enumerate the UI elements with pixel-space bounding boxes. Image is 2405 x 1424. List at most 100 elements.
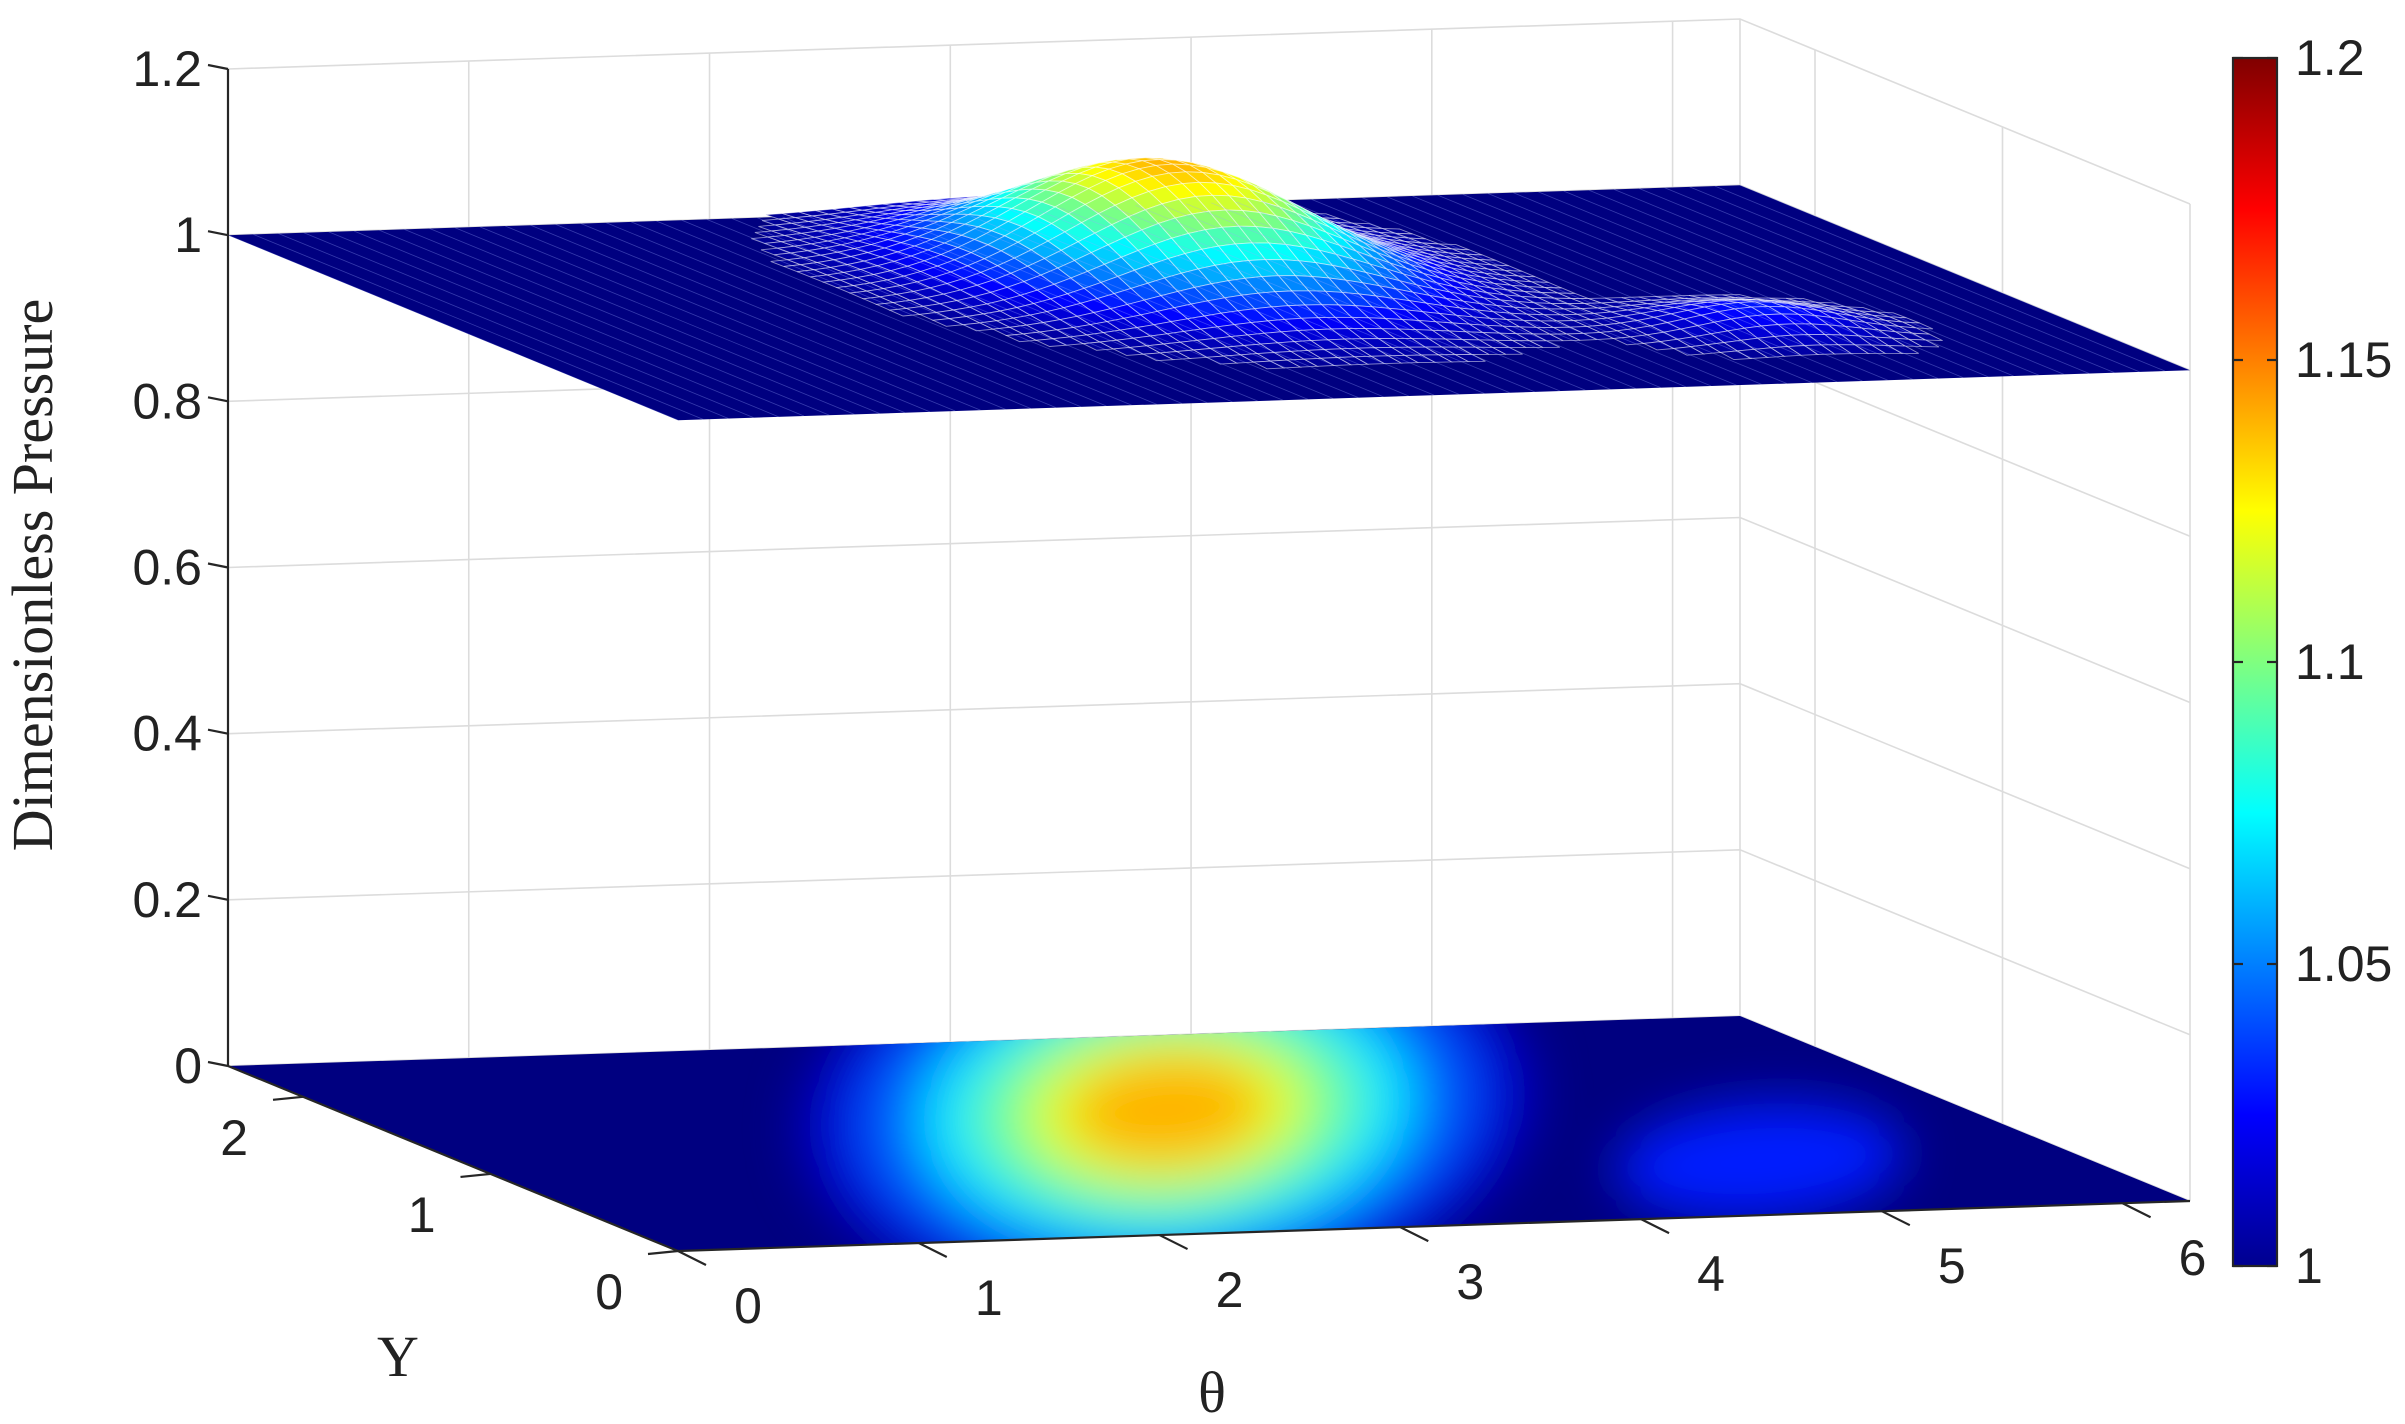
mesh-line — [605, 222, 1057, 409]
z-tick-mark — [207, 728, 229, 735]
surface-cell — [1912, 332, 1943, 342]
mesh-line — [706, 218, 1157, 405]
mesh-line — [1538, 191, 1989, 378]
surface-mesh-lines — [228, 185, 2190, 421]
mesh-line — [1210, 202, 1661, 389]
mesh-line — [505, 225, 956, 412]
mesh-line — [857, 213, 1309, 400]
theta-tick-label: 4 — [1697, 1246, 1725, 1302]
y-tick-mark — [460, 1172, 491, 1179]
mesh-line — [933, 211, 1384, 398]
surface-cell — [1455, 354, 1486, 363]
mesh-line — [1235, 201, 1687, 388]
theta-tick-mark — [1640, 1218, 1670, 1235]
theta-tick-mark — [1881, 1210, 1911, 1227]
z-axis-label: Dimensionless Pressure — [0, 299, 65, 852]
theta-tick-label: 0 — [734, 1278, 762, 1334]
colorbar-tick-label: 1.05 — [2295, 936, 2392, 992]
mesh-line — [782, 216, 1233, 403]
z-tick-mark — [207, 230, 229, 237]
surface-cells — [751, 157, 1943, 370]
mesh-line — [1462, 193, 1913, 380]
mesh-line — [1336, 198, 1787, 384]
mesh-line — [429, 228, 880, 414]
mesh-line — [328, 231, 779, 418]
z-tick-label: 0 — [174, 1038, 202, 1094]
z-tick-mark — [207, 396, 229, 403]
colorbar-tick-label: 1.1 — [2295, 634, 2365, 690]
z-tick-label: 1 — [174, 207, 202, 263]
theta-tick-label: 6 — [2179, 1230, 2207, 1286]
x-axis-label: θ — [1198, 1360, 1226, 1424]
y-tick-mark — [647, 1249, 679, 1256]
theta-tick-mark — [1159, 1234, 1189, 1251]
surface-cell — [1888, 345, 1919, 354]
mesh-line — [1034, 208, 1485, 394]
grid-line-z-1 — [227, 848, 2191, 1036]
mesh-line — [454, 227, 905, 414]
mesh-line — [883, 213, 1334, 399]
mesh-line — [1613, 188, 2065, 375]
mesh-line — [1109, 205, 1561, 392]
y-tick-label: 1 — [408, 1187, 436, 1243]
projection-level-5 — [1071, 1057, 1264, 1163]
mesh-line — [1639, 188, 2090, 374]
mesh-line — [731, 218, 1183, 404]
mesh-line — [1135, 204, 1586, 391]
mesh-line — [278, 233, 729, 419]
theta-tick-mark — [1399, 1226, 1429, 1243]
grid-line-z-2 — [227, 682, 2191, 870]
mesh-line — [958, 210, 1409, 397]
mesh-line — [908, 212, 1359, 399]
mesh-line — [1487, 193, 1939, 379]
surface-cell — [1492, 346, 1523, 355]
mesh-line — [631, 221, 1082, 408]
mesh-line — [1361, 197, 1813, 384]
mesh-line — [1009, 208, 1460, 395]
mesh-line — [1185, 203, 1636, 389]
mesh-line — [1084, 206, 1535, 393]
mesh-line — [1286, 199, 1737, 386]
y-tick-label: 2 — [220, 1110, 248, 1166]
z-tick-label: 0.2 — [132, 872, 202, 928]
surface-cell — [1908, 338, 1940, 348]
y-axis-label: Y — [377, 1324, 419, 1389]
mesh-line — [757, 217, 1208, 404]
theta-tick-label: 2 — [1216, 1262, 1244, 1318]
mesh-line — [379, 229, 830, 416]
colorbar: 1 1.05 1.1 1.15 1.2 — [2231, 30, 2392, 1294]
mesh-line — [353, 230, 805, 417]
mesh-line — [1387, 196, 1838, 383]
mesh-line — [1437, 194, 1888, 381]
colorbar-tick-label: 1.15 — [2295, 332, 2392, 388]
mesh-line — [530, 224, 981, 411]
mesh-line — [1160, 203, 1611, 390]
mesh-line — [807, 215, 1258, 402]
colorbar-tick-label: 1.2 — [2295, 30, 2365, 86]
mesh-line — [1261, 200, 1712, 387]
mesh-line — [580, 223, 1031, 409]
projection-secondary — [1615, 1102, 1905, 1220]
mesh-line — [479, 226, 931, 413]
mesh-line — [1059, 207, 1510, 394]
axes: 0 0.2 0.4 0.6 0.8 1 1.2 0 1 2 3 4 5 6 0 1 2 — [132, 41, 2206, 1334]
mesh-line — [1664, 187, 2115, 374]
z-tick-mark — [207, 562, 229, 569]
surface-cell — [1902, 321, 1934, 330]
theta-tick-mark — [677, 1250, 707, 1266]
z-tick-mark — [207, 894, 229, 901]
mesh-line — [555, 223, 1006, 410]
mesh-line — [1689, 186, 2140, 373]
theta-tick-mark — [918, 1242, 948, 1259]
mesh-line — [656, 220, 1107, 407]
mesh-line — [303, 232, 754, 419]
mesh-line — [1714, 185, 2165, 372]
z-tick-label: 1.2 — [132, 41, 202, 97]
mesh-line — [404, 228, 855, 415]
mesh-line — [832, 214, 1283, 401]
mesh-line — [681, 219, 1132, 406]
mesh-line — [253, 233, 704, 420]
pressure-surface — [228, 157, 2190, 421]
mesh-line — [1412, 195, 1863, 382]
